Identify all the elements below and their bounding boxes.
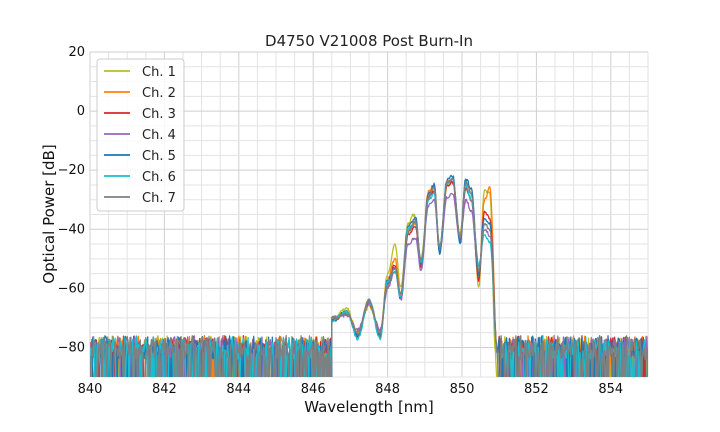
series-layer — [90, 174, 648, 377]
y-axis-label: Optical Power [dB] — [40, 144, 58, 283]
legend-label: Ch. 6 — [142, 170, 176, 185]
x-tick-label: 848 — [375, 382, 400, 397]
y-tick-label: −40 — [58, 222, 85, 237]
legend-box — [96, 58, 185, 212]
chart-title: D4750 V21008 Post Burn-In — [265, 32, 473, 50]
legend-label: Ch. 1 — [142, 65, 176, 80]
legend-label: Ch. 2 — [142, 86, 176, 101]
legend-label: Ch. 5 — [142, 149, 176, 164]
y-tick-label: 20 — [68, 45, 85, 60]
series-line-ch7 — [90, 177, 648, 377]
y-tick-label: −60 — [58, 281, 85, 296]
x-tick-label: 846 — [301, 382, 326, 397]
x-tick-label: 854 — [598, 382, 623, 397]
y-tick-label: −80 — [58, 340, 85, 355]
legend-label: Ch. 4 — [142, 128, 176, 143]
x-tick-label: 840 — [78, 382, 103, 397]
x-axis-label: Wavelength [nm] — [304, 398, 434, 416]
tick-labels: 840 842 844 846 848 850 852 854 20 0 −20 −40 −60 −80 — [58, 45, 624, 397]
x-tick-label: 844 — [226, 382, 251, 397]
series-line-ch6 — [90, 178, 648, 377]
x-tick-label: 842 — [152, 382, 177, 397]
x-tick-label: 850 — [450, 382, 475, 397]
legend: Ch. 1 Ch. 2 Ch. 3 Ch. 4 Ch. 5 Ch. 6 Ch. 7 — [96, 58, 185, 212]
x-tick-label: 852 — [524, 382, 549, 397]
legend-label: Ch. 3 — [142, 107, 176, 122]
y-tick-label: 0 — [77, 104, 85, 119]
y-tick-label: −20 — [58, 163, 85, 178]
legend-label: Ch. 7 — [142, 191, 176, 206]
